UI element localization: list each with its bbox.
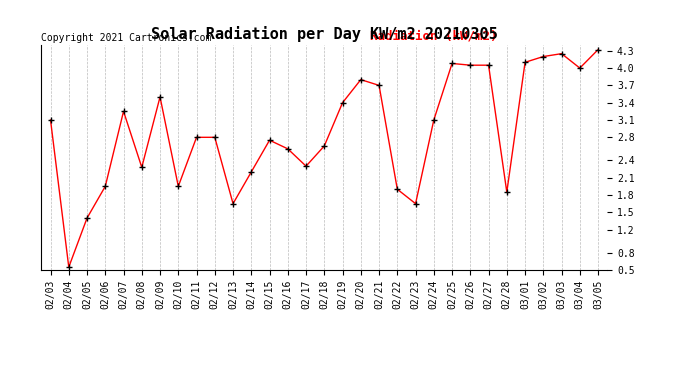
Title: Solar Radiation per Day KW/m2 20210305: Solar Radiation per Day KW/m2 20210305: [151, 27, 497, 42]
Text: Copyright 2021 Cartronics.com: Copyright 2021 Cartronics.com: [41, 33, 212, 43]
Text: Radiation (kW/m2): Radiation (kW/m2): [370, 30, 497, 43]
